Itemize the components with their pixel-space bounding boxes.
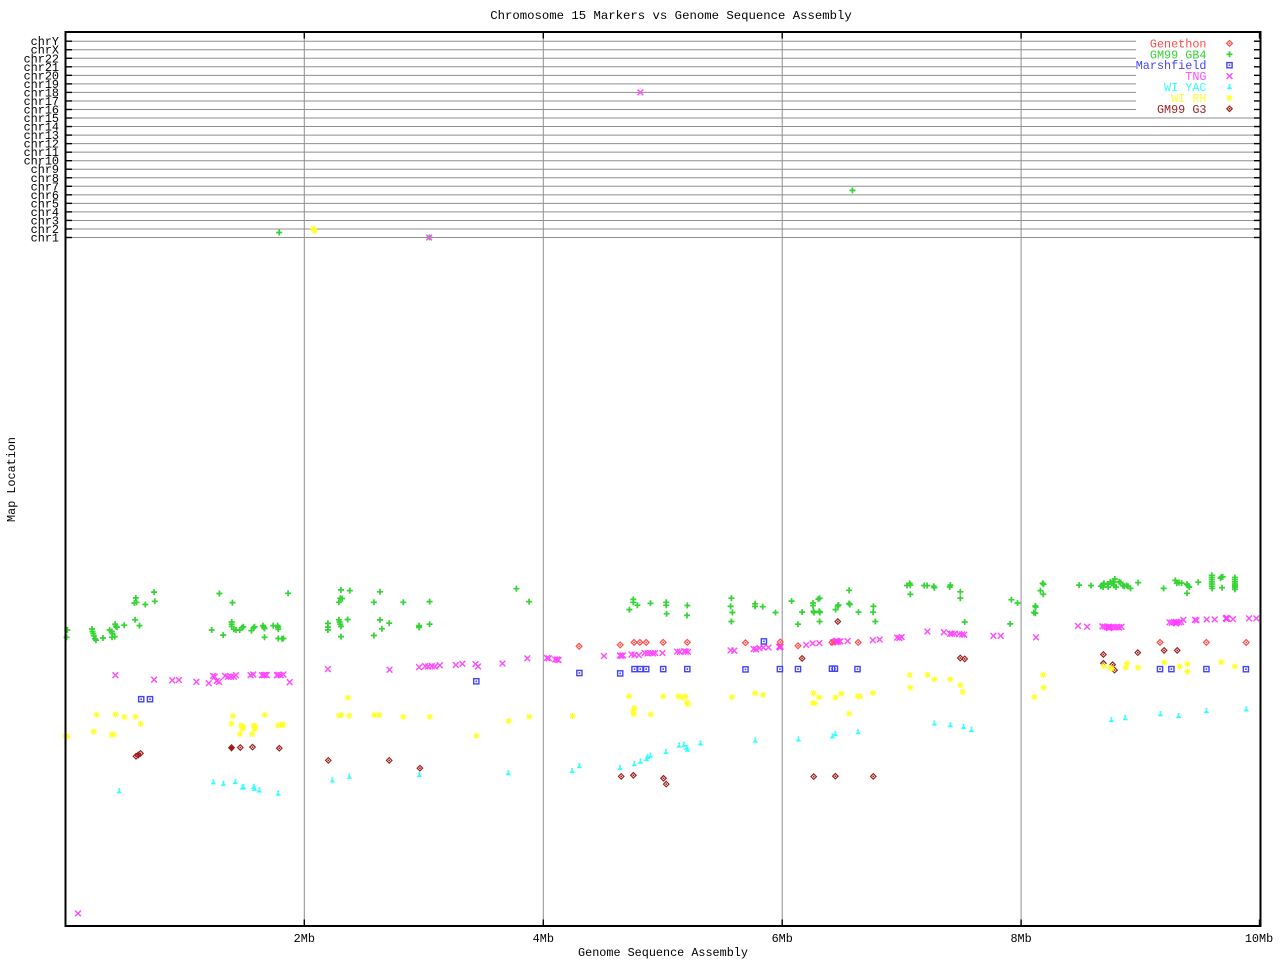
svg-text:chr18: chr18 (24, 86, 59, 100)
svg-text:chr20: chr20 (24, 69, 59, 83)
svg-text:chr14: chr14 (24, 121, 59, 135)
svg-text:chr9: chr9 (31, 163, 59, 177)
svg-text:GM99 GB4: GM99 GB4 (1150, 48, 1207, 62)
svg-text:10Mb: 10Mb (1245, 932, 1273, 946)
svg-text:chr12: chr12 (24, 138, 59, 152)
svg-text:chr3: chr3 (31, 214, 59, 228)
svg-text:4Mb: 4Mb (533, 932, 554, 946)
svg-text:chrY: chrY (31, 35, 59, 49)
svg-text:Map Location: Map Location (5, 437, 19, 522)
svg-text:Genethon: Genethon (1150, 37, 1207, 51)
svg-text:chr13: chr13 (24, 129, 59, 143)
svg-text:chr7: chr7 (31, 180, 59, 194)
svg-text:Marshfield: Marshfield (1136, 59, 1207, 73)
svg-text:chr10: chr10 (24, 155, 59, 169)
svg-text:chr17: chr17 (24, 95, 59, 109)
svg-text:TNG: TNG (1185, 70, 1206, 84)
svg-text:chrX: chrX (31, 44, 59, 58)
svg-text:GM99 G3: GM99 G3 (1157, 103, 1207, 117)
svg-text:chr22: chr22 (24, 52, 59, 66)
svg-text:Genome Sequence Assembly: Genome Sequence Assembly (578, 946, 748, 960)
svg-text:Chromosome 15 Markers vs Genom: Chromosome 15 Markers vs Genome Sequence… (490, 9, 852, 23)
svg-text:WI RH: WI RH (1171, 92, 1206, 106)
svg-text:chr5: chr5 (31, 197, 59, 211)
svg-text:chr19: chr19 (24, 78, 59, 92)
svg-text:2Mb: 2Mb (294, 932, 315, 946)
svg-text:chr4: chr4 (31, 206, 59, 220)
svg-text:chr6: chr6 (31, 189, 59, 203)
svg-text:chr21: chr21 (24, 61, 59, 75)
svg-text:chr15: chr15 (24, 112, 59, 126)
svg-text:chr2: chr2 (31, 223, 59, 237)
svg-text:chr8: chr8 (31, 172, 59, 186)
svg-text:8Mb: 8Mb (1010, 932, 1031, 946)
svg-text:WI YAC: WI YAC (1164, 81, 1206, 95)
svg-text:chr16: chr16 (24, 104, 59, 118)
svg-text:6Mb: 6Mb (772, 932, 793, 946)
svg-text:chr11: chr11 (24, 146, 59, 160)
svg-text:chr1: chr1 (31, 232, 59, 246)
